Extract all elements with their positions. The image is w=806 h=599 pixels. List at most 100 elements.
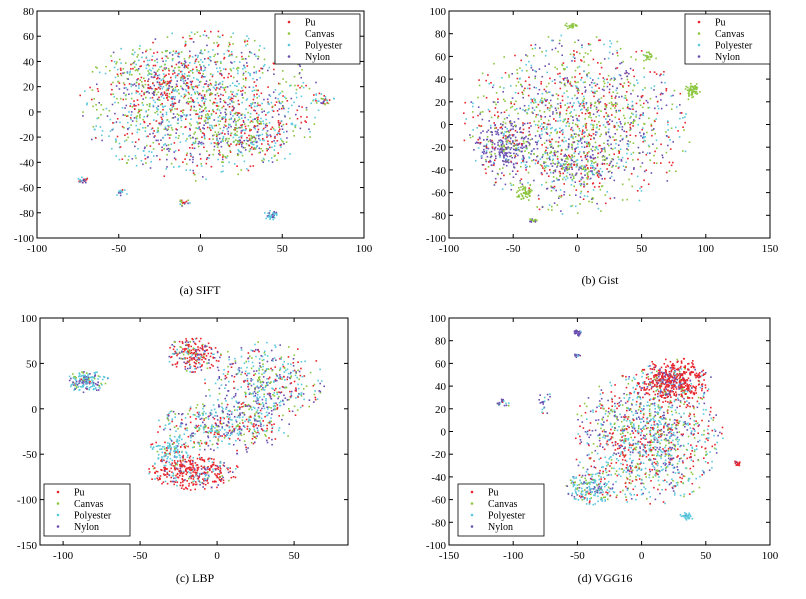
- point-polyester: [571, 156, 574, 159]
- point-polyester: [217, 399, 219, 401]
- point-polyester: [591, 86, 593, 89]
- point-pu: [278, 130, 280, 132]
- point-polyester: [181, 70, 183, 73]
- point-nylon: [571, 159, 574, 162]
- point-canvas: [587, 168, 589, 170]
- point-pu: [86, 177, 89, 180]
- point-nylon: [295, 113, 297, 116]
- point-canvas: [604, 150, 606, 153]
- point-canvas: [263, 351, 266, 354]
- point-canvas: [223, 99, 225, 102]
- point-canvas: [206, 367, 209, 370]
- point-polyester: [190, 355, 192, 358]
- point-canvas: [526, 55, 529, 57]
- point-canvas: [543, 142, 546, 144]
- point-canvas: [531, 189, 533, 192]
- point-canvas: [533, 220, 535, 223]
- point-nylon: [92, 382, 95, 384]
- point-canvas: [273, 395, 276, 397]
- point-pu: [234, 129, 236, 131]
- point-polyester: [216, 378, 219, 381]
- point-pu: [246, 136, 248, 139]
- point-nylon: [517, 154, 519, 157]
- point-polyester: [162, 73, 165, 75]
- point-nylon: [247, 383, 250, 386]
- point-polyester: [627, 143, 630, 145]
- point-pu: [562, 172, 564, 175]
- point-canvas: [688, 95, 690, 97]
- point-canvas: [213, 134, 215, 136]
- point-pu: [513, 142, 516, 145]
- point-pu: [253, 109, 255, 112]
- point-canvas: [187, 199, 190, 202]
- point-canvas: [265, 147, 268, 150]
- point-pu: [656, 112, 659, 115]
- point-nylon: [247, 140, 249, 142]
- point-nylon: [583, 105, 585, 107]
- point-canvas: [509, 106, 512, 109]
- point-canvas: [541, 51, 543, 53]
- point-pu: [191, 352, 193, 354]
- point-nylon: [319, 390, 322, 393]
- point-nylon: [512, 135, 514, 137]
- point-nylon: [279, 376, 281, 378]
- point-canvas: [574, 41, 576, 44]
- point-pu: [265, 114, 267, 116]
- point-nylon: [144, 146, 146, 149]
- point-canvas: [301, 85, 303, 87]
- point-nylon: [172, 103, 175, 106]
- point-polyester: [196, 356, 198, 359]
- point-nylon: [176, 80, 178, 82]
- point-nylon: [667, 144, 669, 147]
- point-polyester: [97, 378, 99, 380]
- point-nylon: [608, 88, 611, 91]
- point-nylon: [258, 137, 260, 140]
- point-canvas: [601, 185, 604, 187]
- point-canvas: [165, 89, 168, 92]
- point-nylon: [527, 137, 529, 140]
- point-canvas: [139, 116, 141, 119]
- point-polyester: [135, 164, 138, 167]
- point-canvas: [641, 106, 644, 109]
- point-nylon: [216, 366, 219, 369]
- point-canvas: [612, 91, 614, 93]
- point-canvas: [138, 73, 141, 75]
- point-canvas: [244, 147, 246, 149]
- point-polyester: [618, 158, 620, 161]
- point-canvas: [587, 64, 590, 66]
- point-polyester: [298, 393, 301, 396]
- point-polyester: [247, 37, 250, 40]
- point-polyester: [299, 406, 302, 409]
- point-polyester: [251, 379, 254, 381]
- point-nylon: [545, 139, 548, 142]
- point-polyester: [128, 155, 130, 158]
- point-canvas: [673, 89, 676, 92]
- point-polyester: [573, 109, 576, 111]
- point-nylon: [571, 60, 573, 62]
- point-polyester: [544, 152, 547, 154]
- point-pu: [210, 352, 213, 355]
- point-pu: [181, 418, 183, 421]
- point-pu: [318, 92, 321, 95]
- point-canvas: [135, 81, 138, 84]
- point-pu: [559, 105, 562, 107]
- point-nylon: [506, 152, 508, 154]
- point-nylon: [238, 408, 241, 410]
- point-nylon: [298, 72, 301, 74]
- point-polyester: [233, 134, 236, 136]
- point-nylon: [318, 390, 320, 392]
- point-polyester: [245, 44, 247, 47]
- point-pu: [626, 99, 628, 101]
- point-canvas: [519, 67, 521, 69]
- point-canvas: [581, 136, 584, 139]
- point-polyester: [575, 166, 578, 168]
- point-canvas: [546, 157, 548, 160]
- point-pu: [190, 345, 192, 348]
- point-polyester: [148, 59, 151, 62]
- point-nylon: [523, 122, 526, 125]
- point-polyester: [616, 121, 618, 124]
- point-pu: [237, 99, 240, 102]
- point-pu: [167, 80, 169, 83]
- point-pu: [135, 90, 138, 92]
- point-canvas: [236, 425, 239, 427]
